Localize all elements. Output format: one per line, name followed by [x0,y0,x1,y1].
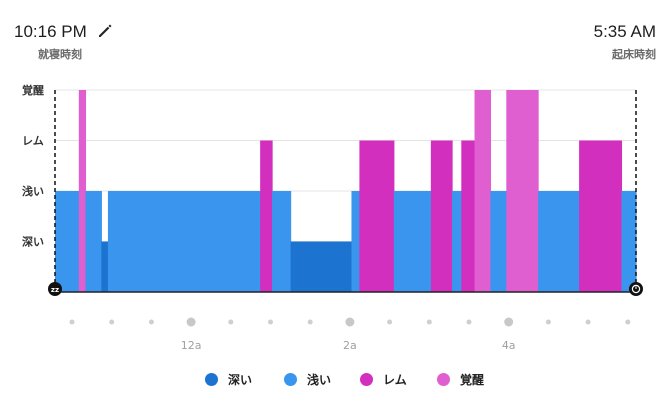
stage-bar-deep [290,241,353,292]
timeline-dot [307,319,313,325]
stage-bar-light [452,191,462,292]
pencil-icon[interactable] [97,23,113,39]
stage-bar-light [393,191,432,292]
stage-bar-light [85,191,102,292]
stage-bar-light [107,191,261,292]
sleep-stage-chart: 深い 浅い レム 覚醒 zz 12a 2a 4a [21,83,643,352]
timeline-major-dot [345,317,355,327]
stage-bar-awake [78,90,87,292]
timeline-dot [585,319,591,325]
y-axis-label: 深い [22,235,44,249]
stage-bar-rem [579,140,623,292]
legend-item-rem: レム [360,371,407,388]
stage-bar-awake [474,90,492,292]
stage-bar-light [490,191,507,292]
stage-bar-deep [101,241,109,292]
legend-dot-deep [205,373,218,386]
bedtime-value: 10:16 PM [14,22,87,41]
timeline-major-dot [186,317,196,327]
sleep-zz-icon-glyph: zz [51,286,59,294]
stage-bar-light [55,191,80,292]
stage-bar-rem [430,140,453,292]
timeline-dot [69,319,75,325]
legend-item-light: 浅い [284,371,331,388]
stage-bar-rem [461,140,476,292]
stage-bar-light [538,191,580,292]
legend-label-awake: 覚醒 [460,373,485,387]
legend-label-rem: レム [383,373,407,387]
stage-bar-awake [506,90,539,292]
timeline-dot [387,319,393,325]
timeline-dot [426,319,432,325]
legend-dot-rem [360,373,373,386]
timeline-dot [228,319,234,325]
stage-bar-light [621,191,637,292]
timeline-dot [545,319,551,325]
stage-bar-rem [260,140,273,292]
stage-bar-light [351,191,360,292]
y-axis-label: レム [22,135,44,148]
timeline-major-dot [504,317,514,327]
legend-item-awake: 覚醒 [437,371,484,388]
bedtime-label: 就寝時刻 [38,48,82,61]
legend-item-deep: 深い [205,371,252,388]
timeline-dot [109,319,115,325]
legend-dot-awake [437,373,450,386]
x-tick-label: 2a [343,339,357,352]
stage-bar-light [272,191,292,292]
wake-time-label: 起床時刻 [612,48,656,61]
y-axis-label: 覚醒 [21,83,44,97]
timeline-dot [625,319,631,325]
x-tick-label: 4a [502,339,516,352]
timeline-dot [268,319,273,325]
wake-time-value: 5:35 AM [593,22,656,41]
timeline-dot [148,319,154,325]
x-tick-label: 12a [181,339,202,352]
legend-label-light: 浅い [307,373,332,387]
alarm-clock-face [631,284,641,294]
y-axis-label: 浅い [22,184,44,198]
timeline-dot [466,319,472,325]
legend-dot-light [284,373,297,386]
sleep-zz-icon [48,282,62,296]
legend-label-deep: 深い [228,373,253,387]
stage-bar-rem [359,140,395,292]
